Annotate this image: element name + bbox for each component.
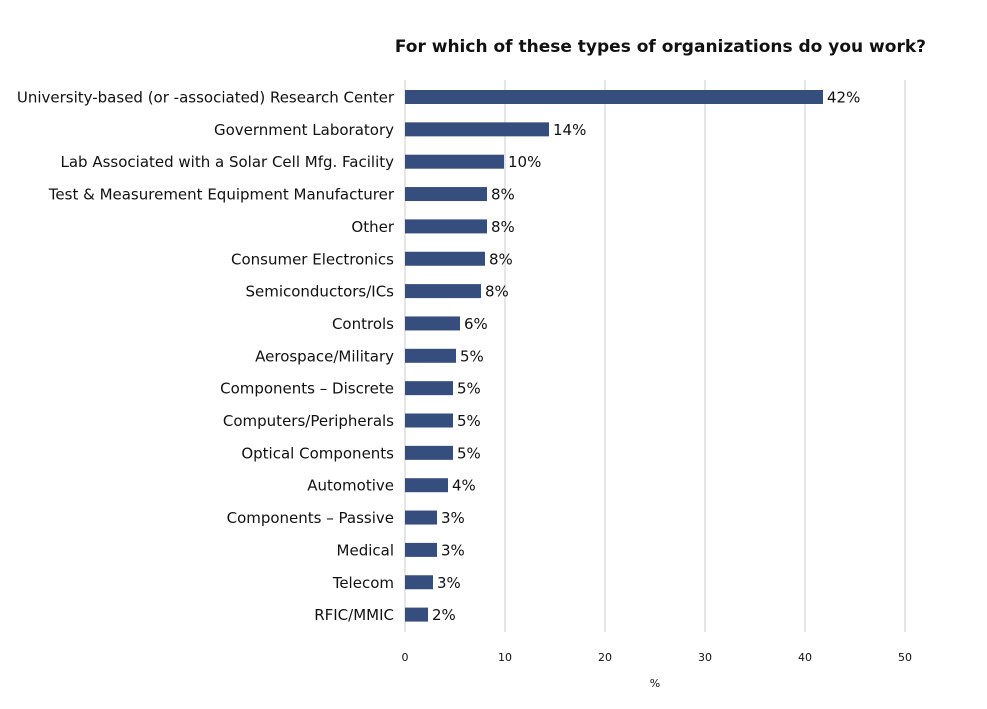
bar [405, 187, 487, 202]
data-label: 5% [457, 444, 481, 462]
data-label: 8% [489, 250, 513, 268]
data-label: 5% [460, 347, 484, 365]
category-label: Automotive [307, 477, 394, 495]
category-label: Components – Passive [227, 509, 394, 527]
data-label: 3% [437, 574, 461, 592]
bar [405, 219, 487, 234]
bar [405, 607, 428, 622]
bar [405, 284, 481, 299]
x-tick-label: 20 [598, 651, 612, 664]
x-tick-label: 50 [898, 651, 912, 664]
x-tick-label: 10 [498, 651, 512, 664]
category-label: Components – Discrete [220, 380, 394, 398]
chart-title: For which of these types of organization… [395, 37, 926, 57]
category-label: Medical [337, 541, 394, 559]
bar [405, 575, 433, 590]
category-label: RFIC/MMIC [314, 606, 394, 624]
bar [405, 478, 448, 493]
data-label: 8% [491, 218, 515, 236]
bar [405, 122, 549, 137]
data-label: 3% [441, 541, 465, 559]
bar [405, 251, 485, 266]
data-label: 4% [452, 477, 476, 495]
data-label: 14% [553, 121, 586, 139]
category-label: Controls [332, 315, 394, 333]
bar [405, 316, 460, 331]
x-axis-label: % [650, 677, 660, 690]
category-label: Telecom [332, 574, 394, 592]
bar [405, 542, 437, 557]
category-label: Other [351, 218, 394, 236]
data-label: 8% [491, 186, 515, 204]
category-label: Computers/Peripherals [223, 412, 394, 430]
bar [405, 154, 504, 169]
category-label: Aerospace/Military [255, 347, 394, 365]
category-label: Test & Measurement Equipment Manufacture… [48, 186, 395, 204]
category-label: Semiconductors/ICs [245, 283, 394, 301]
data-label: 3% [441, 509, 465, 527]
bar [405, 348, 456, 363]
data-label: 42% [827, 89, 860, 107]
bar [405, 510, 437, 525]
data-label: 6% [464, 315, 488, 333]
data-label: 2% [432, 606, 456, 624]
bar [405, 445, 453, 460]
category-label: University-based (or -associated) Resear… [17, 89, 395, 107]
data-label: 8% [485, 283, 509, 301]
data-label: 5% [457, 412, 481, 430]
bar [405, 413, 453, 428]
data-label: 5% [457, 380, 481, 398]
bar [405, 90, 823, 104]
x-tick-label: 30 [698, 651, 712, 664]
category-label: Lab Associated with a Solar Cell Mfg. Fa… [61, 153, 395, 171]
category-label: Consumer Electronics [231, 250, 394, 268]
bar [405, 381, 453, 396]
x-tick-label: 40 [798, 651, 812, 664]
category-label: Optical Components [241, 444, 394, 462]
data-label: 10% [508, 153, 541, 171]
x-tick-label: 0 [402, 651, 409, 664]
category-label: Government Laboratory [214, 121, 394, 139]
